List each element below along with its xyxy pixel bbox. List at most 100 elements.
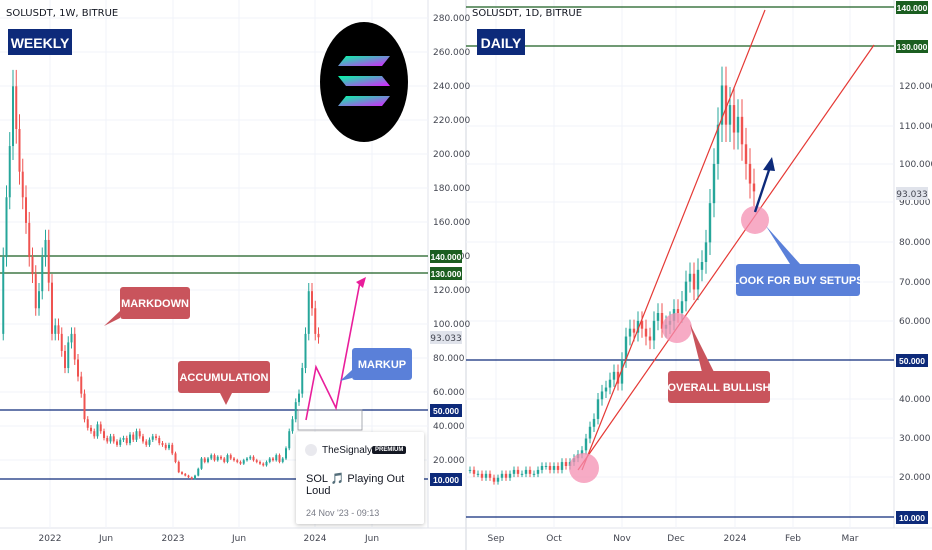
- candle-body: [194, 475, 196, 479]
- y-tick-label: 20.000: [433, 456, 465, 466]
- candle-body: [38, 291, 40, 309]
- candle-body: [216, 456, 219, 461]
- candle-body: [132, 434, 135, 440]
- candle-body: [596, 399, 600, 419]
- candle-body: [135, 431, 138, 440]
- candle-body: [181, 472, 183, 474]
- candle-body: [548, 466, 552, 470]
- candle-body: [51, 282, 53, 334]
- candle-body: [620, 360, 624, 384]
- candle-body: [54, 325, 57, 334]
- candle-body: [15, 86, 18, 129]
- candle-body: [125, 438, 128, 444]
- candle-body: [736, 116, 740, 133]
- buy-arrow-head: [763, 157, 775, 171]
- candle-body: [80, 376, 83, 394]
- candle-body: [96, 424, 99, 437]
- candle-body: [552, 466, 556, 470]
- candle-body: [684, 281, 688, 302]
- left-level-140: 140.000: [431, 252, 462, 262]
- left-symbol-header: SOLUSDT, 1W, BITRUE: [6, 8, 118, 19]
- candle-body: [644, 328, 648, 337]
- right-level-140: 140.000: [897, 3, 928, 13]
- idea-card[interactable]: TheSignalyst PREMIUM SOL 🎵 Playing Out L…: [296, 432, 424, 524]
- candle-body: [492, 477, 496, 482]
- candle-body: [60, 333, 63, 351]
- candle-body: [47, 239, 50, 283]
- candle-body: [155, 436, 157, 439]
- y-tick-label: 80.000: [433, 354, 465, 364]
- candle-body: [213, 455, 216, 461]
- candle-body: [728, 105, 732, 125]
- x-tick-label: Mar: [842, 534, 859, 544]
- candle-body: [716, 124, 720, 164]
- idea-title[interactable]: SOL 🎵 Playing Out Loud: [306, 473, 405, 497]
- candle-body: [265, 461, 268, 466]
- candle-body: [278, 455, 281, 462]
- candle-body: [122, 438, 125, 440]
- candle-body: [724, 85, 728, 125]
- idea-author[interactable]: TheSignalyst: [322, 445, 380, 456]
- candle-body: [584, 438, 588, 451]
- buy-arrow-shaft: [753, 169, 771, 213]
- candle-body: [229, 455, 232, 459]
- y-tick-label: 40.000: [899, 395, 931, 405]
- y-tick-label: 110.000: [899, 122, 932, 132]
- candle-body: [268, 458, 271, 462]
- x-tick-label: Oct: [546, 534, 562, 544]
- candle-body: [640, 320, 644, 329]
- x-tick-label: Jun: [98, 534, 113, 544]
- candle-body: [528, 469, 532, 474]
- left-candles: [2, 69, 320, 480]
- x-tick-label: 2024: [724, 534, 747, 544]
- candle-body: [285, 448, 287, 459]
- candle-body: [556, 466, 560, 470]
- candle-body: [129, 434, 131, 444]
- y-tick-label: 200.000: [433, 150, 470, 160]
- candle-body: [680, 301, 684, 313]
- solana-logo-icon: [320, 22, 408, 142]
- overall-bullish-callout: OVERALL BULLISH: [667, 324, 771, 403]
- candle-body: [472, 469, 476, 474]
- candle-body: [64, 350, 66, 369]
- candle-body: [67, 342, 70, 369]
- left-level-130: 130.000: [431, 269, 462, 279]
- candle-body: [77, 359, 79, 377]
- candle-body: [233, 458, 235, 461]
- candle-body: [262, 463, 265, 466]
- overall-bullish-label: OVERALL BULLISH: [667, 382, 770, 394]
- candle-body: [676, 309, 680, 313]
- candle-body: [148, 439, 151, 445]
- y-tick-label: 30.000: [899, 434, 931, 444]
- candle-body: [604, 387, 608, 392]
- x-tick-label: Sep: [488, 534, 505, 544]
- candle-body: [580, 450, 584, 455]
- candle-body: [210, 455, 213, 459]
- buy-setups-callout: LOOK FOR BUY SETUPS: [732, 226, 864, 296]
- candle-body: [259, 461, 261, 464]
- candle-body: [520, 473, 524, 475]
- candle-body: [73, 333, 76, 360]
- candle-body: [700, 262, 704, 270]
- touch-circle-oct: [569, 453, 599, 483]
- candle-body: [21, 171, 24, 198]
- candle-body: [281, 458, 284, 462]
- y-tick-label: 280.000: [433, 14, 470, 24]
- y-tick-label: 100.000: [433, 320, 470, 330]
- candle-body: [57, 325, 60, 334]
- right-y-axis: 120.000 110.000 100.000 90.000 80.000 70.000 6…: [899, 82, 932, 483]
- candle-body: [116, 441, 118, 445]
- candle-body: [197, 468, 200, 476]
- candle-body: [145, 441, 148, 445]
- candle-body: [592, 418, 596, 427]
- candle-body: [187, 475, 190, 478]
- candle-body: [83, 393, 86, 420]
- candle-body: [500, 473, 504, 478]
- channel-upper: [581, 9, 766, 471]
- candle-body: [171, 444, 174, 454]
- daily-badge-bg: [477, 29, 525, 55]
- candle-body: [226, 455, 229, 462]
- candle-body: [151, 436, 154, 440]
- candle-body: [291, 419, 294, 432]
- candle-body: [25, 197, 27, 223]
